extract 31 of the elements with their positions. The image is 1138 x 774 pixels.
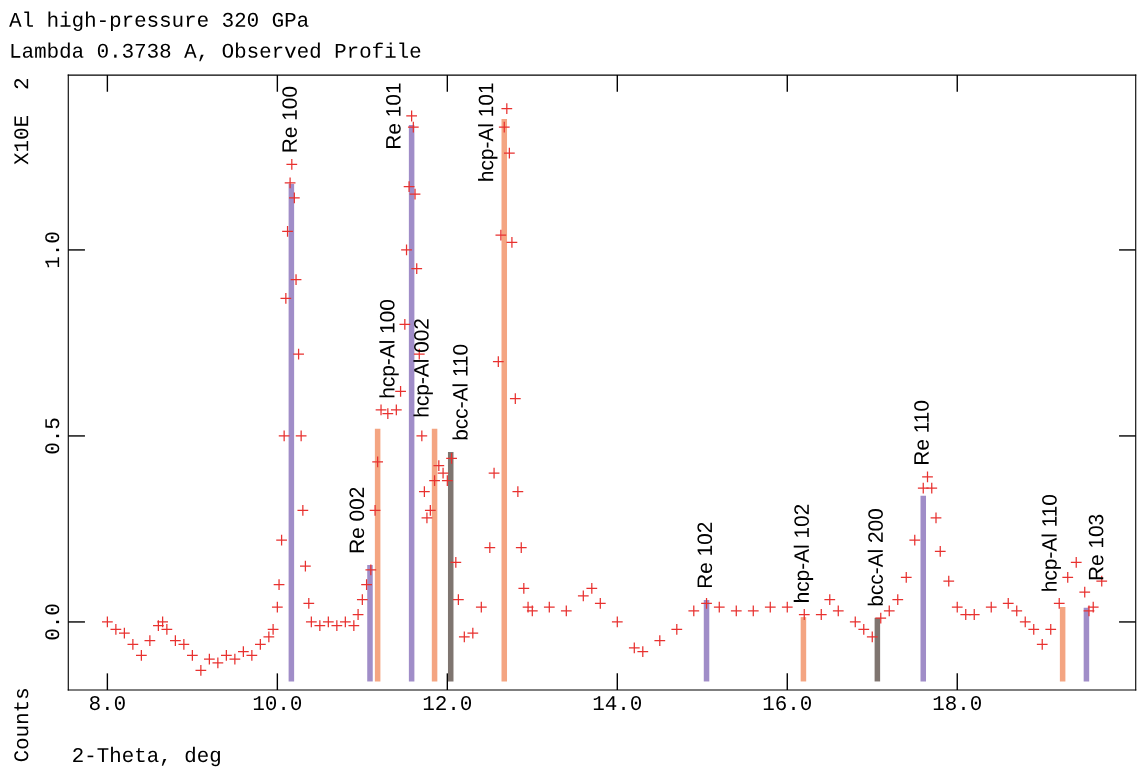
annotation: Re 110 (914, 400, 929, 464)
annotation: Re 002 (349, 487, 365, 553)
bar (367, 565, 373, 682)
annotation: Re 103 (1088, 514, 1104, 580)
y-tick-label: 0.0 (45, 604, 60, 640)
annotation: hcp-Al 002 (413, 319, 433, 417)
chart-subtitle: Lambda 0.3738 A, Observed Profile (11, 42, 421, 62)
annotation: bcc-Al 200 (867, 509, 883, 606)
x-axis-title: 2-Theta, deg (73, 746, 220, 767)
bar (501, 118, 508, 682)
bar (920, 495, 927, 682)
x-tick-label: 14.0 (593, 696, 642, 711)
annotation: Re 102 (697, 522, 713, 588)
x-tick-label: 12.0 (423, 696, 472, 711)
annotation: hcp-Al 110 (1041, 494, 1061, 591)
chart-title: Al high-pressure 320 GPa (9, 11, 309, 32)
x-tick-label: 18.0 (933, 696, 981, 711)
y-tick-label: 1.0 (45, 232, 60, 268)
annotation: bcc-Al 110 (452, 344, 468, 440)
x-tick-label: 10.0 (253, 696, 302, 711)
annotation: hcp-Al 102 (793, 504, 814, 602)
annotation: hcp-Al 101 (478, 83, 498, 181)
annotation: Re 101 (385, 83, 401, 148)
bar (1059, 607, 1066, 682)
y-axis-title: Counts (14, 689, 29, 762)
annotation: hcp-Al 100 (379, 299, 399, 398)
x-tick-label: 16.0 (763, 696, 811, 711)
y-tick-label: 0.5 (45, 418, 60, 454)
annotation: Re 100 (282, 86, 297, 152)
text: X10E 2 (14, 78, 29, 165)
x-tick-label: 8.0 (89, 696, 125, 711)
